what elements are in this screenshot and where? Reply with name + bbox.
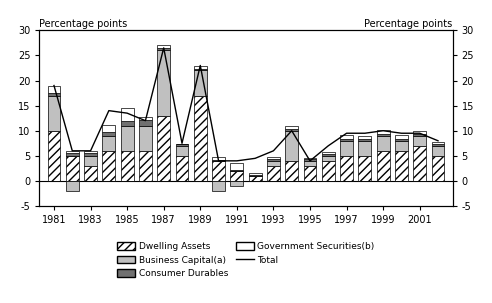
Bar <box>304 159 316 161</box>
Bar <box>194 95 207 181</box>
Bar <box>322 161 335 181</box>
Bar <box>249 175 262 176</box>
Bar <box>395 141 408 151</box>
Bar <box>359 156 371 181</box>
Bar <box>230 163 243 170</box>
Text: Percentage points: Percentage points <box>39 18 127 28</box>
Bar <box>267 157 280 159</box>
Bar <box>194 69 207 71</box>
Bar <box>212 157 225 160</box>
Bar <box>285 126 298 129</box>
Bar <box>359 136 371 139</box>
Bar <box>340 139 353 141</box>
Bar <box>212 160 225 161</box>
Bar <box>121 121 133 126</box>
Bar <box>230 181 243 186</box>
Bar <box>340 156 353 181</box>
Bar <box>157 48 170 50</box>
Bar <box>359 141 371 156</box>
Bar <box>267 166 280 181</box>
Bar <box>395 135 408 139</box>
Bar <box>340 141 353 156</box>
Bar <box>304 158 316 159</box>
Bar <box>431 142 444 144</box>
Bar <box>102 132 115 136</box>
Bar <box>377 151 390 181</box>
Bar <box>84 151 97 153</box>
Bar <box>395 139 408 141</box>
Bar <box>377 136 390 151</box>
Bar <box>84 153 97 156</box>
Bar <box>157 50 170 116</box>
Bar <box>176 146 188 156</box>
Bar <box>66 156 79 181</box>
Bar <box>139 151 152 181</box>
Bar <box>84 166 97 181</box>
Bar <box>230 170 243 171</box>
Bar <box>267 161 280 166</box>
Bar <box>413 136 426 146</box>
Bar <box>102 125 115 132</box>
Bar <box>84 156 97 166</box>
Bar <box>121 126 133 151</box>
Bar <box>102 151 115 181</box>
Bar <box>431 144 444 146</box>
Bar <box>48 85 61 93</box>
Bar <box>176 144 188 146</box>
Bar <box>285 129 298 131</box>
Bar <box>304 161 316 166</box>
Bar <box>249 173 262 175</box>
Bar <box>359 139 371 141</box>
Bar <box>139 117 152 120</box>
Bar <box>176 156 188 181</box>
Bar <box>66 181 79 191</box>
Bar <box>212 161 225 181</box>
Bar <box>212 181 225 191</box>
Bar <box>377 130 390 134</box>
Bar <box>139 120 152 126</box>
Legend: Dwelling Assets, Business Capital(a), Consumer Durables, Government Securities(b: Dwelling Assets, Business Capital(a), Co… <box>118 242 374 278</box>
Bar <box>322 154 335 156</box>
Bar <box>413 134 426 136</box>
Bar <box>48 95 61 131</box>
Bar <box>157 116 170 181</box>
Bar <box>157 45 170 48</box>
Bar <box>139 126 152 151</box>
Bar <box>395 151 408 181</box>
Bar <box>194 71 207 95</box>
Bar <box>322 156 335 161</box>
Bar <box>249 176 262 181</box>
Bar <box>322 152 335 154</box>
Bar <box>340 135 353 139</box>
Bar <box>431 146 444 156</box>
Bar <box>267 159 280 161</box>
Bar <box>431 156 444 181</box>
Bar <box>48 93 61 95</box>
Bar <box>285 161 298 181</box>
Bar <box>66 153 79 156</box>
Bar <box>230 171 243 181</box>
Bar <box>102 136 115 151</box>
Bar <box>121 151 133 181</box>
Text: Percentage points: Percentage points <box>365 18 453 28</box>
Bar <box>66 151 79 153</box>
Bar <box>377 134 390 136</box>
Bar <box>413 146 426 181</box>
Bar <box>285 131 298 161</box>
Bar <box>304 166 316 181</box>
Bar <box>413 131 426 134</box>
Bar <box>48 131 61 181</box>
Bar <box>194 66 207 69</box>
Bar <box>121 108 133 121</box>
